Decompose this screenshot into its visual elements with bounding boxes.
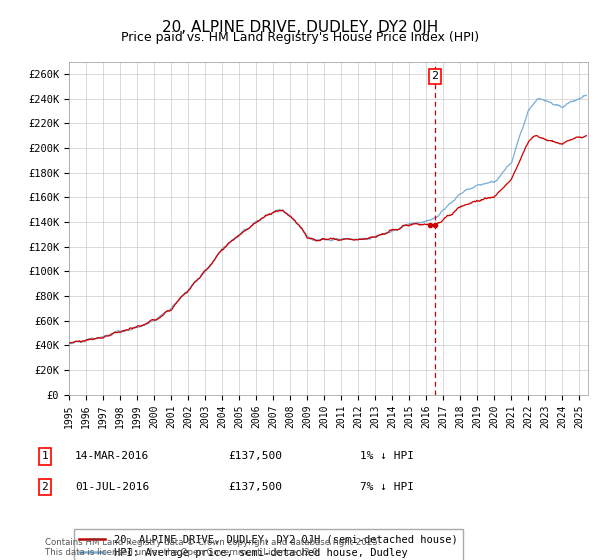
- Text: 7% ↓ HPI: 7% ↓ HPI: [360, 482, 414, 492]
- Text: Contains HM Land Registry data © Crown copyright and database right 2025.
This d: Contains HM Land Registry data © Crown c…: [45, 538, 380, 557]
- Text: 1: 1: [41, 451, 49, 461]
- Text: 2: 2: [41, 482, 49, 492]
- Text: £137,500: £137,500: [228, 482, 282, 492]
- Legend: 20, ALPINE DRIVE, DUDLEY, DY2 0JH (semi-detached house), HPI: Average price, sem: 20, ALPINE DRIVE, DUDLEY, DY2 0JH (semi-…: [74, 529, 463, 560]
- Text: 2: 2: [431, 72, 439, 81]
- Text: £137,500: £137,500: [228, 451, 282, 461]
- Text: Price paid vs. HM Land Registry's House Price Index (HPI): Price paid vs. HM Land Registry's House …: [121, 31, 479, 44]
- Text: 1% ↓ HPI: 1% ↓ HPI: [360, 451, 414, 461]
- Text: 01-JUL-2016: 01-JUL-2016: [75, 482, 149, 492]
- Text: 14-MAR-2016: 14-MAR-2016: [75, 451, 149, 461]
- Text: 20, ALPINE DRIVE, DUDLEY, DY2 0JH: 20, ALPINE DRIVE, DUDLEY, DY2 0JH: [162, 20, 438, 35]
